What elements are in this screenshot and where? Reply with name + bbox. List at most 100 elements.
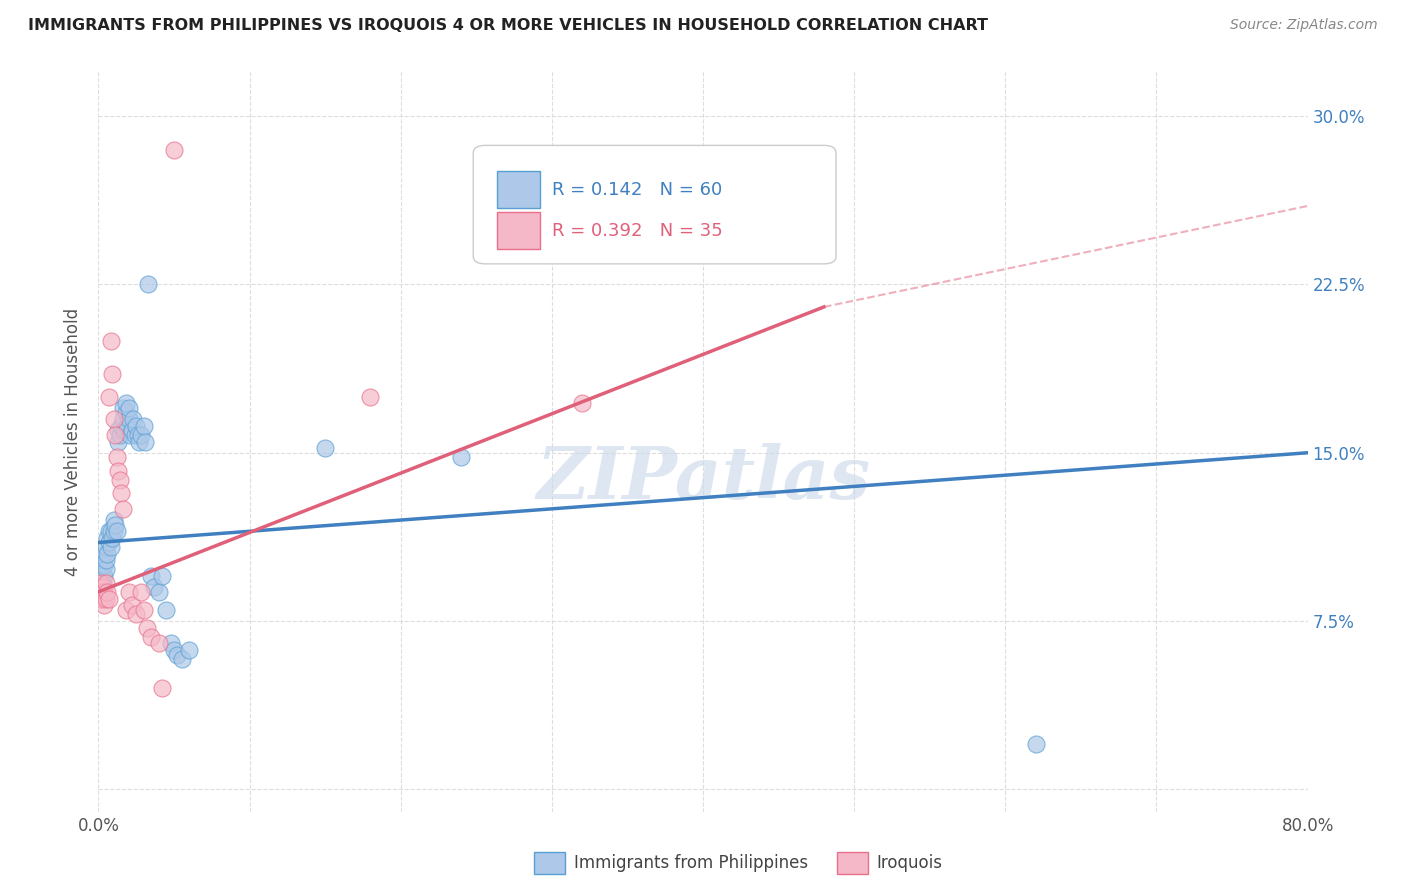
Point <box>96 547 118 561</box>
Point <box>128 434 150 449</box>
Point <box>100 524 122 539</box>
Point <box>107 434 129 449</box>
Point <box>571 396 593 410</box>
Point <box>100 334 122 348</box>
Point <box>101 368 124 382</box>
FancyBboxPatch shape <box>498 171 540 209</box>
Point <box>111 412 134 426</box>
Point <box>90 575 112 590</box>
Point <box>98 535 121 549</box>
Point <box>91 580 114 594</box>
Point <box>111 401 134 415</box>
Point <box>121 423 143 437</box>
Point <box>132 418 155 433</box>
Point <box>93 599 115 613</box>
FancyBboxPatch shape <box>498 212 540 249</box>
Point <box>114 405 136 419</box>
Point <box>94 553 117 567</box>
Point <box>129 427 152 442</box>
Point <box>94 575 117 590</box>
Point <box>90 585 112 599</box>
Point <box>112 423 135 437</box>
Text: ZIPatlas: ZIPatlas <box>536 443 870 514</box>
Point <box>136 277 159 292</box>
Point <box>104 517 127 532</box>
Point <box>110 418 132 433</box>
Point <box>89 591 111 606</box>
Point <box>90 580 112 594</box>
Point <box>179 643 201 657</box>
Point <box>100 540 122 554</box>
Point <box>163 143 186 157</box>
Point <box>103 412 125 426</box>
Point <box>163 643 186 657</box>
Point <box>134 434 156 449</box>
Point <box>101 531 124 545</box>
Text: Iroquois: Iroquois <box>876 854 942 871</box>
Point <box>91 585 114 599</box>
Point <box>89 580 111 594</box>
Point <box>143 580 166 594</box>
Point <box>360 390 382 404</box>
Point <box>89 558 111 572</box>
Point <box>132 603 155 617</box>
Point <box>125 607 148 622</box>
Point <box>103 524 125 539</box>
Point <box>141 569 163 583</box>
Point <box>98 524 121 539</box>
Point <box>1024 738 1046 752</box>
Point <box>91 575 114 590</box>
Point <box>98 390 121 404</box>
Point <box>96 531 118 545</box>
Point <box>104 427 127 442</box>
Point <box>155 603 177 617</box>
Point <box>111 501 134 516</box>
Point <box>141 630 163 644</box>
Point <box>108 427 131 442</box>
Point <box>105 524 128 539</box>
Point <box>93 558 115 572</box>
Point <box>96 585 118 599</box>
Text: Immigrants from Philippines: Immigrants from Philippines <box>574 854 808 871</box>
Point <box>90 591 112 606</box>
Text: R = 0.142   N = 60: R = 0.142 N = 60 <box>551 181 723 199</box>
Point <box>122 412 145 426</box>
Point <box>148 585 170 599</box>
Point <box>118 585 141 599</box>
Point <box>135 621 157 635</box>
Y-axis label: 4 or more Vehicles in Household: 4 or more Vehicles in Household <box>65 308 83 575</box>
Point <box>129 585 152 599</box>
Point <box>98 591 121 606</box>
Point <box>110 486 132 500</box>
Point <box>121 599 143 613</box>
Point <box>118 401 141 415</box>
Point <box>170 652 193 666</box>
FancyBboxPatch shape <box>474 145 837 264</box>
Point <box>166 648 188 662</box>
Point <box>103 513 125 527</box>
Point <box>93 585 115 599</box>
Text: R = 0.392   N = 35: R = 0.392 N = 35 <box>551 221 723 240</box>
Point <box>450 450 472 465</box>
Point <box>94 591 117 606</box>
Point <box>127 427 149 442</box>
Point <box>114 396 136 410</box>
Point <box>124 427 146 442</box>
Point <box>89 569 111 583</box>
Point <box>114 603 136 617</box>
Point <box>115 418 138 433</box>
Point <box>125 418 148 433</box>
Point <box>93 547 115 561</box>
Text: Source: ZipAtlas.com: Source: ZipAtlas.com <box>1230 18 1378 32</box>
Point <box>107 423 129 437</box>
Point <box>314 442 336 456</box>
Point <box>120 427 142 442</box>
Point <box>150 681 173 696</box>
Text: IMMIGRANTS FROM PHILIPPINES VS IROQUOIS 4 OR MORE VEHICLES IN HOUSEHOLD CORRELAT: IMMIGRANTS FROM PHILIPPINES VS IROQUOIS … <box>28 18 988 33</box>
Point <box>105 450 128 465</box>
Point <box>107 464 129 478</box>
Point <box>108 473 131 487</box>
Point <box>160 636 183 650</box>
Point <box>148 636 170 650</box>
Point <box>91 591 114 606</box>
